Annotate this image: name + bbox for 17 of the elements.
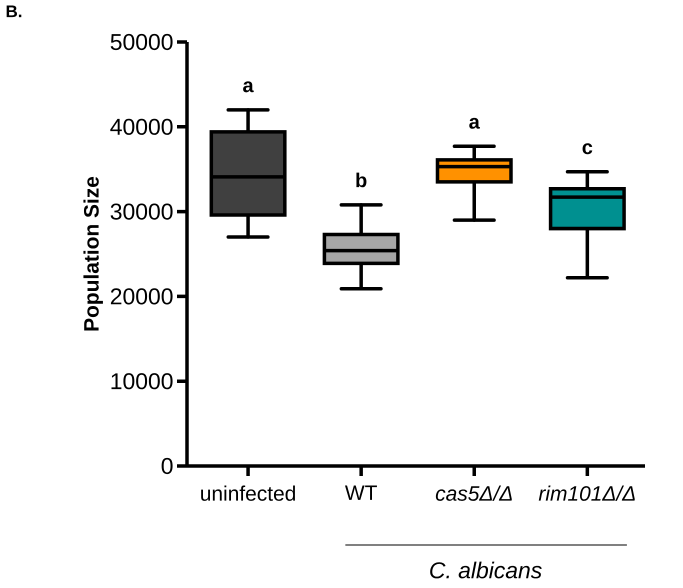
annotation: a <box>243 81 254 92</box>
annotation: b <box>356 172 366 188</box>
x-tick-label: cas5Δ/Δ <box>436 486 512 501</box>
x-tick-label: rim101Δ/Δ <box>538 486 635 501</box>
annotation: a <box>469 118 480 129</box>
x-tick-label: WT <box>344 486 377 500</box>
text: B. <box>6 6 22 18</box>
y-tick-label: 50000 <box>110 34 173 50</box>
annotation: c <box>582 143 592 154</box>
y-tick-label: 0 <box>162 458 173 474</box>
y-tick-label: 20000 <box>110 288 173 305</box>
y-tick-label: 40000 <box>110 118 173 135</box>
y-tick-label: 30000 <box>110 203 173 220</box>
y-axis-title: Population Size <box>83 176 103 330</box>
y-tick-label: 10000 <box>112 373 173 390</box>
x-tick-label: uninfected <box>201 486 295 501</box>
text: C. albicans <box>430 562 542 578</box>
